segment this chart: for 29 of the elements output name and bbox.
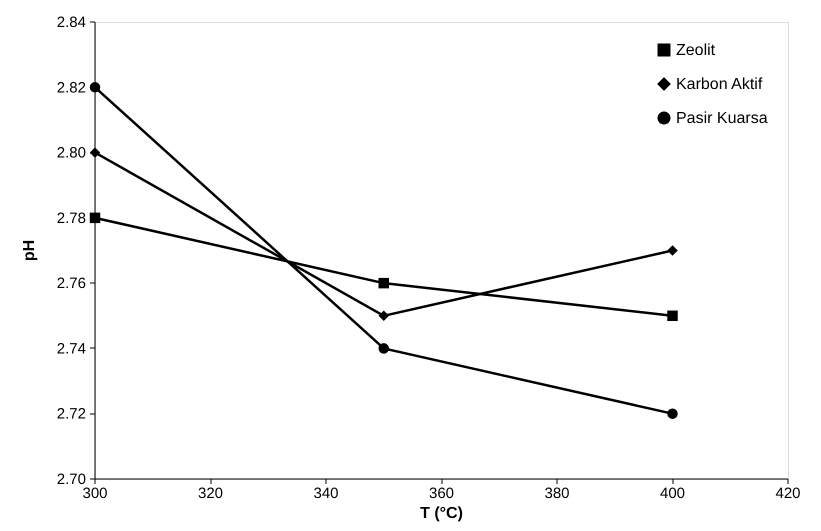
y-tick-label: 2.80 <box>56 144 86 162</box>
point <box>378 278 389 288</box>
point <box>90 147 100 158</box>
point <box>667 310 678 322</box>
y-tick-label: 2.76 <box>56 275 86 292</box>
x-tick-label: 400 <box>660 485 686 502</box>
legend-label: Pasir Kuarsa <box>676 110 768 127</box>
x-tick-label: 320 <box>198 485 224 502</box>
x-tick-label: 380 <box>544 485 570 502</box>
x-tick-label: 360 <box>428 485 454 502</box>
y-tick-label: 2.74 <box>56 340 86 358</box>
x-axis-title: T (°C) <box>420 505 463 522</box>
x-tick-label: 340 <box>313 485 339 502</box>
point <box>90 82 100 93</box>
point <box>378 343 389 354</box>
legend-label: Zeolit <box>676 42 716 59</box>
point <box>667 245 678 256</box>
y-axis-title: pH <box>20 240 38 262</box>
y-tick-label: 2.72 <box>56 406 86 423</box>
point <box>667 408 678 419</box>
y-tick-label: 2.70 <box>56 471 86 488</box>
y-tick-label: 2.82 <box>56 79 86 96</box>
point <box>378 310 389 322</box>
legend-label: Karbon Aktif <box>676 76 763 93</box>
y-tick-label: 2.78 <box>56 210 86 227</box>
x-tick-label: 420 <box>775 485 801 502</box>
y-tick-label: 2.84 <box>56 14 86 31</box>
point <box>90 212 100 224</box>
x-tick-label: 300 <box>82 485 108 502</box>
